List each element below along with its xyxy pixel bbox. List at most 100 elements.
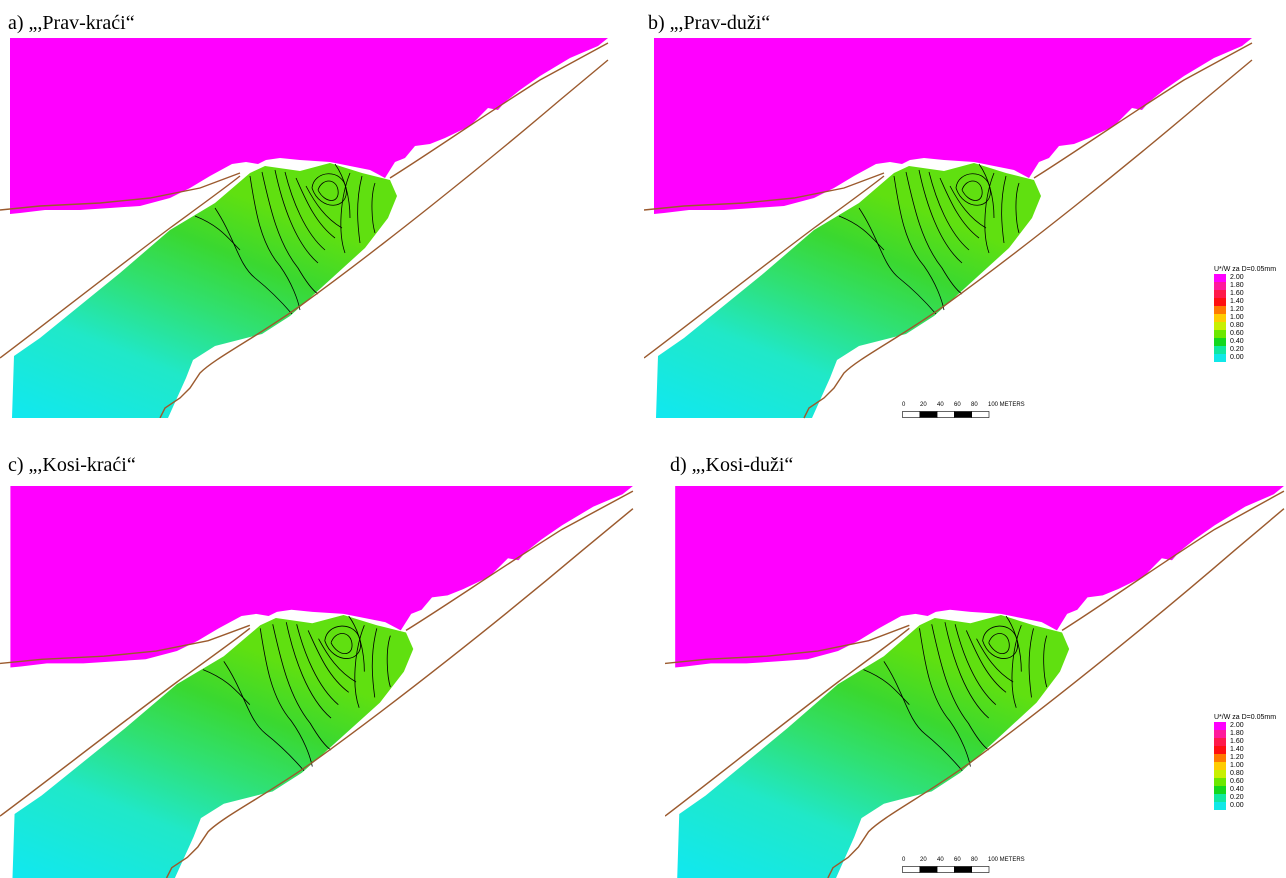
land-mass bbox=[10, 38, 608, 214]
legend-entry: 1.40 bbox=[1214, 298, 1276, 306]
legend-label: 2.00 bbox=[1230, 722, 1244, 729]
scale-label: 20 bbox=[920, 402, 927, 408]
shore-line bbox=[803, 59, 1253, 419]
shore-line bbox=[389, 42, 609, 179]
panel-d: d) „,Kosi-duži“ bbox=[660, 440, 1286, 878]
legend-swatch bbox=[1214, 738, 1226, 746]
scale-segment bbox=[936, 866, 955, 873]
contour-line bbox=[944, 622, 990, 719]
legend-entry: 1.40 bbox=[1214, 746, 1276, 754]
contour-line bbox=[223, 661, 305, 771]
map-c bbox=[0, 486, 634, 878]
contour-line bbox=[371, 628, 378, 698]
contour-line bbox=[284, 171, 326, 251]
legend-entry: 1.60 bbox=[1214, 738, 1276, 746]
legend-swatch bbox=[1214, 794, 1226, 802]
legend-label: 0.40 bbox=[1230, 338, 1244, 345]
contour-line bbox=[838, 215, 885, 251]
land-mass bbox=[654, 38, 1252, 214]
legend-swatch bbox=[1214, 730, 1226, 738]
water-body bbox=[12, 163, 397, 418]
scale-segment bbox=[954, 866, 973, 873]
legend-entry: 0.20 bbox=[1214, 346, 1276, 354]
legend-swatch bbox=[1214, 802, 1226, 810]
contour-line bbox=[978, 163, 995, 219]
legend-label: 1.00 bbox=[1230, 762, 1244, 769]
contour-line bbox=[1043, 635, 1048, 688]
legend-d: U*/W za D=0.05mm 2.00 1.80 1.60 1.40 1.20 1.0… bbox=[1214, 714, 1276, 810]
panel-b: b) „,Prav-duži“ bbox=[640, 0, 1286, 430]
legend-swatch bbox=[1214, 314, 1226, 322]
contour-line bbox=[1015, 182, 1020, 234]
legend-label: 0.60 bbox=[1230, 330, 1244, 337]
scale-label: 40 bbox=[937, 402, 944, 408]
legend-entry: 0.00 bbox=[1214, 354, 1276, 362]
scale-segment bbox=[971, 866, 990, 873]
legend-swatch bbox=[1214, 338, 1226, 346]
legend-label: 1.60 bbox=[1230, 290, 1244, 297]
contour-line bbox=[863, 669, 910, 705]
legend-entry: 2.00 bbox=[1214, 274, 1276, 282]
legend-entry: 1.00 bbox=[1214, 762, 1276, 770]
panel-a: a) „,Prav-kraći“ bbox=[0, 0, 640, 420]
legend-label: 0.00 bbox=[1230, 802, 1244, 809]
scale-segment bbox=[902, 411, 921, 418]
water-body bbox=[12, 614, 414, 878]
legend-swatch bbox=[1214, 322, 1226, 330]
legend-entry: 1.80 bbox=[1214, 282, 1276, 290]
legend-label: 1.20 bbox=[1230, 754, 1244, 761]
contour-line bbox=[330, 633, 353, 655]
legend-rows: 2.00 1.80 1.60 1.40 1.20 1.00 0.80 0.60 0.40 0.20… bbox=[1214, 274, 1276, 362]
legend-label: 1.20 bbox=[1230, 306, 1244, 313]
scale-label: 100 METERS bbox=[988, 402, 1025, 408]
legend-entry: 1.20 bbox=[1214, 306, 1276, 314]
legend-swatch bbox=[1214, 778, 1226, 786]
shore-line bbox=[165, 508, 634, 878]
contour-line bbox=[261, 171, 319, 295]
legend-entry: 0.80 bbox=[1214, 322, 1276, 330]
contour-line bbox=[919, 628, 971, 767]
legend-label: 0.80 bbox=[1230, 770, 1244, 777]
legend-entry: 0.60 bbox=[1214, 778, 1276, 786]
shore-line bbox=[665, 624, 910, 665]
panel-title-c: c) „,Kosi-kraći“ bbox=[8, 454, 136, 476]
scale-segment bbox=[936, 411, 955, 418]
scale-bar-graphic bbox=[902, 866, 990, 873]
contour-line bbox=[965, 630, 1007, 693]
shore-line bbox=[159, 59, 609, 418]
scale-segment bbox=[919, 866, 938, 873]
shore-line bbox=[1033, 42, 1253, 179]
panel-title-a: a) „,Prav-kraći“ bbox=[8, 12, 135, 34]
legend-swatch bbox=[1214, 330, 1226, 338]
contour-line bbox=[305, 185, 343, 229]
scale-label: 0 bbox=[902, 857, 906, 863]
legend-label: 0.20 bbox=[1230, 346, 1244, 353]
shore-line bbox=[644, 175, 885, 359]
shore-line bbox=[0, 627, 251, 817]
scale-segment bbox=[919, 411, 938, 418]
contour-line bbox=[988, 633, 1010, 655]
legend-entry: 0.20 bbox=[1214, 794, 1276, 802]
legend-label: 0.40 bbox=[1230, 786, 1244, 793]
legend-entry: 0.40 bbox=[1214, 338, 1276, 346]
scale-label: 40 bbox=[937, 857, 944, 863]
contour-line bbox=[931, 624, 989, 751]
legend-swatch bbox=[1214, 354, 1226, 362]
contour-line bbox=[317, 180, 339, 201]
legend-label: 0.00 bbox=[1230, 354, 1244, 361]
shore-line bbox=[0, 175, 241, 359]
legend-entry: 1.60 bbox=[1214, 290, 1276, 298]
legend-entry: 0.40 bbox=[1214, 786, 1276, 794]
map-a bbox=[0, 38, 609, 418]
legend-swatch bbox=[1214, 722, 1226, 730]
land-mass bbox=[675, 486, 1284, 668]
contour-line bbox=[307, 630, 349, 693]
legend-label: 1.40 bbox=[1230, 298, 1244, 305]
contour-line bbox=[893, 175, 945, 311]
contour-line bbox=[949, 185, 987, 229]
contour-line bbox=[918, 169, 963, 264]
contour-line bbox=[214, 207, 293, 315]
legend-swatch bbox=[1214, 290, 1226, 298]
shore-line bbox=[827, 508, 1285, 878]
water-body bbox=[677, 614, 1070, 878]
